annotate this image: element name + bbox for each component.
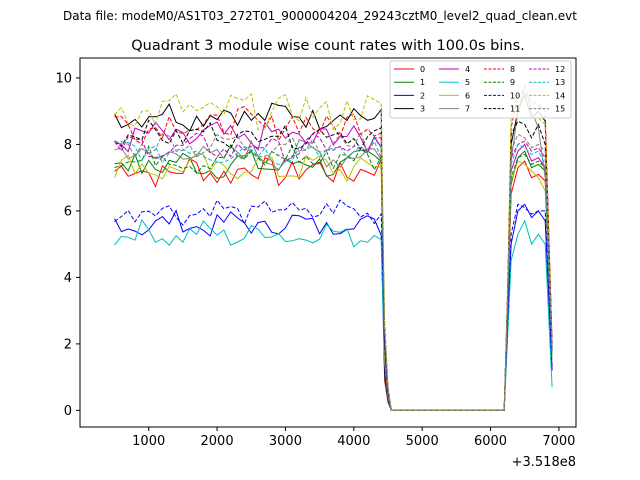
x-axis-offset-label: +3.518e8 (512, 455, 576, 470)
series-line-13 (114, 137, 553, 411)
series-line-15 (114, 130, 553, 411)
legend-label: 1 (420, 78, 425, 87)
legend-label: 7 (465, 105, 470, 114)
legend-label: 8 (510, 65, 515, 74)
x-tick-label: 3000 (269, 434, 302, 449)
legend-entry: 5 (439, 78, 470, 87)
legend-label: 6 (465, 91, 470, 100)
y-tick-label: 10 (55, 71, 72, 86)
legend-label: 11 (510, 105, 520, 114)
legend-entry: 0 (394, 65, 425, 74)
x-tick-label: 4000 (337, 434, 370, 449)
series-line-9 (114, 143, 553, 411)
x-tick-label: 6000 (474, 434, 507, 449)
y-tick-label: 0 (64, 404, 72, 419)
legend-label: 4 (465, 65, 470, 74)
y-tick-label: 8 (64, 138, 72, 153)
x-axis: 1000 2000 3000 4000 5000 6000 7000 (132, 427, 575, 449)
legend-entry: 4 (439, 65, 470, 74)
y-axis: 0 2 4 6 8 10 (55, 71, 80, 419)
legend-entry: 12 (529, 65, 565, 74)
series-line-14 (114, 90, 553, 411)
legend-entry: 8 (484, 65, 515, 74)
chart-suptitle: Data file: modeM0/AS1T03_272T01_90000042… (63, 9, 577, 23)
legend-label: 9 (510, 78, 515, 87)
legend-label: 2 (420, 91, 425, 100)
legend-entry: 7 (439, 105, 470, 114)
legend-entry: 6 (439, 91, 470, 100)
series-line-7 (114, 84, 553, 411)
y-tick-label: 2 (64, 337, 72, 352)
series-line-11 (114, 119, 553, 411)
legend-entry: 15 (529, 105, 565, 114)
x-tick-label: 1000 (132, 434, 165, 449)
legend-entry: 11 (484, 105, 520, 114)
legend-entry: 3 (394, 105, 425, 114)
legend-entry: 2 (394, 91, 425, 100)
legend-label: 15 (555, 105, 565, 114)
series-line-5 (114, 218, 553, 411)
legend-label: 5 (465, 78, 470, 87)
legend-entry: 10 (484, 91, 520, 100)
series-line-0 (114, 157, 553, 411)
series-line-6 (114, 153, 553, 411)
legend-label: 3 (420, 105, 425, 114)
legend-label: 13 (555, 78, 565, 87)
y-tick-label: 4 (64, 271, 72, 286)
x-tick-label: 2000 (201, 434, 234, 449)
legend-entry: 9 (484, 78, 515, 87)
plot-lines (114, 84, 553, 411)
legend-entry: 1 (394, 78, 425, 87)
y-tick-label: 6 (64, 204, 72, 219)
series-line-8 (114, 90, 553, 411)
x-tick-label: 5000 (406, 434, 439, 449)
legend-label: 10 (510, 91, 520, 100)
legend-label: 12 (555, 65, 565, 74)
series-line-2 (114, 203, 553, 411)
chart-title: Quadrant 3 module wise count rates with … (131, 38, 525, 54)
legend-entry: 13 (529, 78, 565, 87)
series-line-1 (114, 149, 553, 411)
series-line-3 (114, 93, 553, 411)
legend-label: 0 (420, 65, 425, 74)
legend-entry: 14 (529, 91, 565, 100)
plot-frame (79, 57, 577, 428)
series-line-4 (114, 121, 553, 411)
legend-box (389, 60, 572, 119)
x-tick-label: 7000 (542, 434, 575, 449)
legend-label: 14 (555, 91, 565, 100)
